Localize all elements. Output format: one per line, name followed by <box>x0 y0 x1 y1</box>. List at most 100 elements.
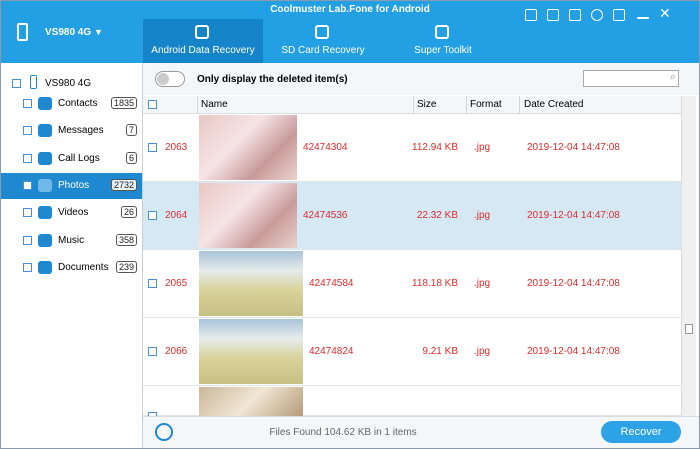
item-checkbox[interactable] <box>23 262 32 272</box>
item-icon <box>38 178 52 192</box>
file-name: 42474824 <box>309 346 354 357</box>
tab-icon <box>315 25 329 39</box>
back-button[interactable] <box>155 423 173 441</box>
sidebar-device[interactable]: VS980 4G <box>45 78 92 89</box>
item-checkbox[interactable] <box>23 208 32 218</box>
item-label: Music <box>58 234 85 246</box>
row-checkbox[interactable] <box>148 347 157 356</box>
row-checkbox[interactable] <box>148 211 157 220</box>
tab-icon <box>195 25 209 39</box>
item-label: Contacts <box>58 98 98 109</box>
item-count: 239 <box>115 260 137 273</box>
help-button[interactable] <box>591 9 603 21</box>
table-row[interactable]: 2063 42474304 112.94 KB .jpg 2019-12-04 14:4… <box>143 114 681 182</box>
sidebar: VS980 4G Contacts 1835 Messages 7 Call Logs 6… <box>1 63 143 448</box>
scrollbar[interactable] <box>681 96 696 416</box>
device-selector[interactable]: VS980 4G <box>45 27 92 38</box>
table-row[interactable]: 2065 42474584 118.18 KB .jpg 2019-12-04 14:4… <box>143 250 681 318</box>
title-bar: Coolmuster Lab.Fone for Android VS980 4G… <box>1 1 699 63</box>
file-date: 2019-12-04 14:47:08 <box>527 346 620 357</box>
file-name: 42474536 <box>303 210 348 221</box>
close-button[interactable]: ✕ <box>659 5 671 21</box>
sidebar-item[interactable]: Music 358 <box>1 228 142 254</box>
item-count: 6 <box>125 151 137 164</box>
minimize-button[interactable] <box>637 17 649 19</box>
item-icon <box>38 124 52 138</box>
item-label: Call Logs <box>58 152 100 164</box>
tab[interactable]: Android Data Recovery <box>143 19 263 63</box>
item-checkbox[interactable] <box>23 235 32 245</box>
column-separator <box>466 96 467 114</box>
thumbnail[interactable] <box>199 251 303 316</box>
file-name: 42474304 <box>303 142 348 153</box>
file-format: .jpg <box>474 142 491 153</box>
item-icon <box>38 206 52 220</box>
thumbnail[interactable] <box>199 387 303 416</box>
device-icon <box>30 75 37 89</box>
thumbnail[interactable] <box>199 319 303 384</box>
tab-bar: Android Data Recovery SD Card Recovery Sup… <box>143 1 503 63</box>
home-button[interactable] <box>569 9 581 21</box>
sidebar-item[interactable]: Messages 7 <box>1 118 142 144</box>
cart-button[interactable] <box>525 9 537 21</box>
item-count: 26 <box>120 206 137 219</box>
file-size: 112.94 KB <box>412 142 458 153</box>
file-size: 22.32 KB <box>416 210 458 221</box>
search-box[interactable]: ⌕ <box>583 70 679 87</box>
row-checkbox[interactable] <box>148 143 157 152</box>
row-id: 2064 <box>165 210 188 221</box>
window-title: Coolmuster Lab.Fone for Android <box>270 4 430 15</box>
file-format: .jpg <box>474 210 491 221</box>
item-label: Documents <box>58 261 109 273</box>
column-header[interactable]: Name <box>201 99 228 110</box>
select-all-checkbox[interactable] <box>148 100 157 109</box>
device-checkbox[interactable] <box>12 79 21 88</box>
column-header[interactable]: Size <box>417 99 437 110</box>
item-checkbox[interactable] <box>23 153 32 163</box>
search-icon[interactable]: ⌕ <box>669 71 676 83</box>
item-checkbox[interactable] <box>23 99 32 108</box>
column-header[interactable]: Date Created <box>524 99 584 110</box>
tab-icon <box>435 25 449 39</box>
file-format: .jpg <box>474 346 491 357</box>
toolbar: Only display the deleted item(s) ⌕ <box>143 63 699 95</box>
phone-icon <box>17 23 28 41</box>
file-size: 9.21 KB <box>422 346 458 357</box>
dropdown-arrow[interactable]: ▼ <box>94 27 103 37</box>
recover-button[interactable]: Recover <box>601 421 681 443</box>
thumbnail[interactable] <box>199 183 297 248</box>
tab[interactable]: SD Card Recovery <box>263 19 383 63</box>
key-button[interactable] <box>547 9 559 21</box>
thumbnail[interactable] <box>199 115 297 180</box>
feedback-button[interactable] <box>613 9 625 21</box>
sidebar-item[interactable]: Documents 239 <box>1 255 142 281</box>
item-checkbox[interactable] <box>23 126 32 136</box>
sidebar-item[interactable]: Contacts 1835 <box>1 91 142 117</box>
table-row-partial <box>143 386 681 421</box>
scroll-thumb[interactable] <box>685 324 693 334</box>
item-count: 1835 <box>110 97 137 109</box>
toggle-knob <box>157 73 169 85</box>
item-label: Photos <box>58 179 90 191</box>
item-icon <box>38 260 52 274</box>
deleted-toggle[interactable] <box>155 71 185 87</box>
sidebar-item[interactable]: Call Logs 6 <box>1 146 142 172</box>
item-icon <box>38 97 52 110</box>
item-icon <box>38 233 52 247</box>
sidebar-item[interactable]: Photos 2732 <box>1 172 142 199</box>
file-name: 42474584 <box>309 278 354 289</box>
column-separator <box>519 96 520 114</box>
file-date: 2019-12-04 14:47:08 <box>527 278 620 289</box>
table-header: Name Size Format Date Created <box>143 96 687 114</box>
item-count: 7 <box>125 124 137 137</box>
table-row[interactable]: 2066 42474824 9.21 KB .jpg 2019-12-04 14:47:… <box>143 318 681 386</box>
item-count: 2732 <box>110 178 137 191</box>
column-header[interactable]: Format <box>470 99 502 110</box>
item-checkbox[interactable] <box>23 180 32 190</box>
tab[interactable]: Super Toolkit <box>383 19 503 63</box>
sidebar-item[interactable]: Videos 26 <box>1 200 142 226</box>
file-size: 118.18 KB <box>412 278 458 289</box>
table-row[interactable]: 2064 42474536 22.32 KB .jpg 2019-12-04 14:47… <box>143 182 681 250</box>
row-checkbox[interactable] <box>148 279 157 288</box>
